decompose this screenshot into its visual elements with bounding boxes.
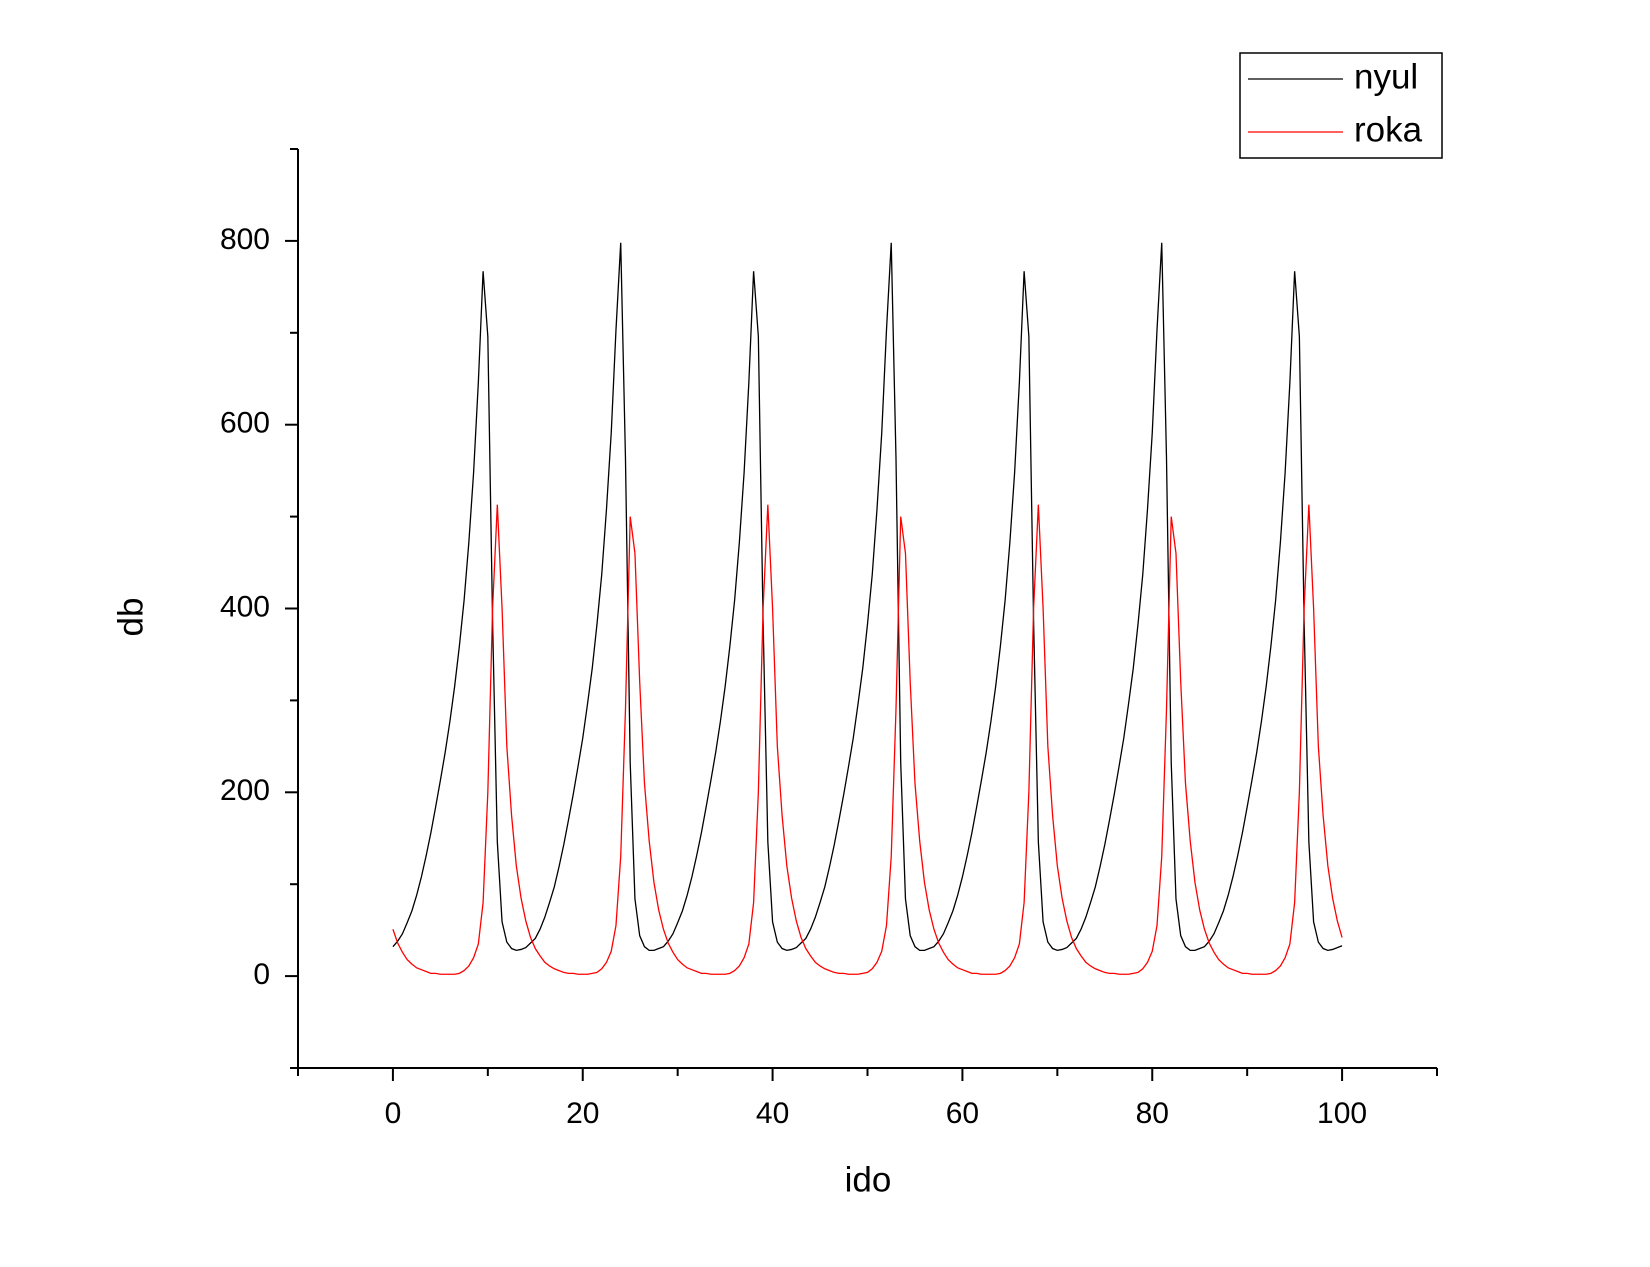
x-tick-label: 80 [1136,1097,1169,1130]
y-tick-label: 400 [220,590,270,623]
legend-label: nyul [1354,57,1418,96]
x-tick-label: 100 [1317,1097,1367,1130]
y-tick-label: 800 [220,223,270,256]
legend-box [1239,52,1443,159]
x-axis-title: ido [845,1160,892,1199]
y-axis-title: db [111,598,150,637]
legend-label: roka [1354,110,1423,149]
y-tick-label: 200 [220,774,270,807]
x-tick-label: 60 [946,1097,979,1130]
x-tick-label: 20 [566,1097,599,1130]
y-tick-label: 0 [253,958,270,991]
x-tick-label: 40 [756,1097,789,1130]
line-series [392,504,1343,975]
x-tick-label: 0 [385,1097,402,1130]
y-tick-label: 600 [220,407,270,440]
line-series [392,242,1343,952]
